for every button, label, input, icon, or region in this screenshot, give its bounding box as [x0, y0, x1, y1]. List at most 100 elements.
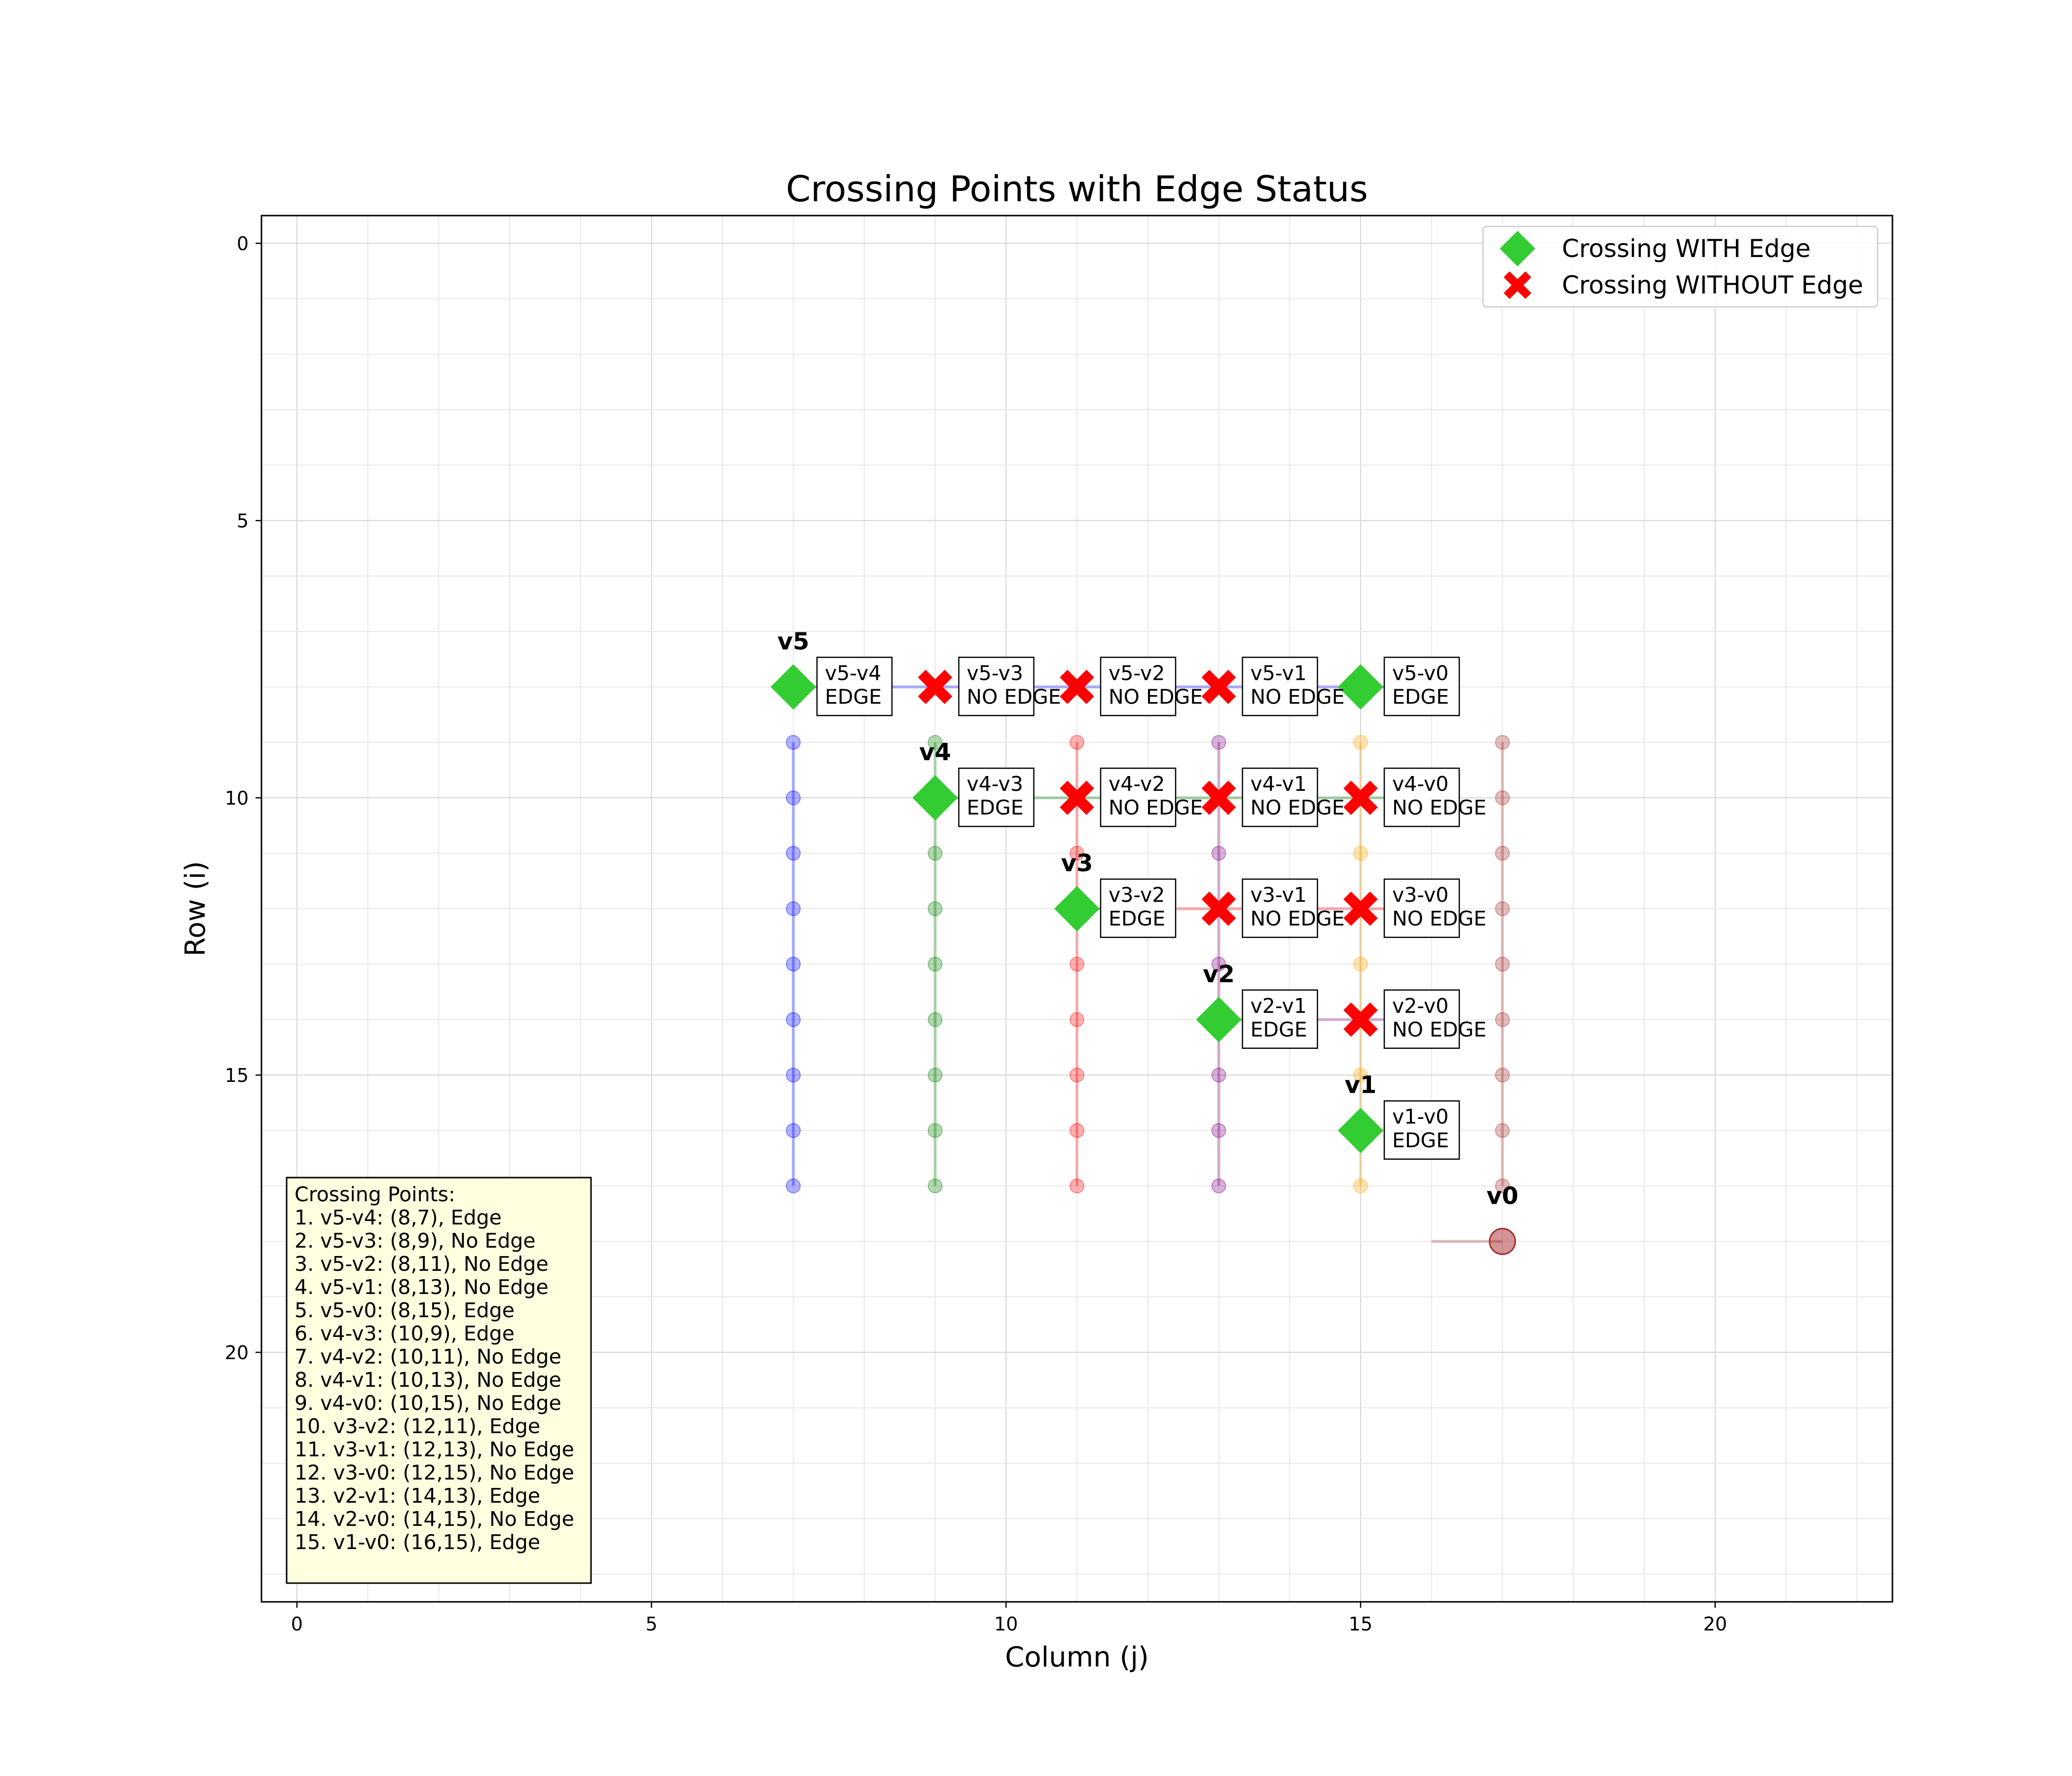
crossing-marker-edge [912, 775, 958, 821]
path-point-v2 [1211, 846, 1226, 861]
grid [261, 216, 1892, 1602]
crossing-annotation-pair: v2-v1 [1250, 994, 1306, 1018]
y-axis-label: Row (i) [180, 861, 212, 957]
crossing-marker-no-edge [1343, 780, 1378, 815]
path-point-v2 [1211, 1068, 1226, 1083]
legend-marker-no-edge [1503, 271, 1532, 299]
crossing-annotation-box [1383, 767, 1460, 827]
path-point-v4 [927, 1012, 943, 1027]
path-point-v5 [786, 735, 801, 750]
crossing-annotation-status: NO EDGE [1392, 796, 1486, 819]
info-box-line: 10. v3-v2: (12,11), Edge [295, 1414, 540, 1438]
crossing-annotation-status: NO EDGE [1109, 796, 1203, 819]
crossing-annotation-pair: v4-v2 [1109, 772, 1165, 796]
vertex-label-v1: v1 [1345, 1072, 1377, 1099]
path-point-v5 [786, 1123, 801, 1138]
info-box-line: 7. v4-v2: (10,11), No Edge [295, 1345, 561, 1369]
x-tick-label: 15 [1349, 1613, 1372, 1635]
crossing-marker-no-edge [1201, 780, 1236, 815]
crossing-annotation-pair: v3-v0 [1392, 883, 1448, 907]
crossing-annotation-pair: v4-v0 [1392, 772, 1448, 796]
path-point-v5 [786, 846, 801, 861]
info-box-line: 1. v5-v4: (8,7), Edge [295, 1206, 502, 1229]
path-point-v4 [927, 1068, 943, 1083]
path-point-v4 [927, 846, 943, 861]
crossing-marker-edge [1337, 664, 1383, 710]
crossing-annotation-status: NO EDGE [1250, 796, 1344, 819]
path-point-v0 [1495, 1068, 1510, 1083]
path-point-v4 [927, 901, 943, 916]
crossing-annotation-pair: v5-v2 [1109, 661, 1165, 685]
x-tick-label: 0 [291, 1613, 303, 1635]
crossing-marker-no-edge [918, 669, 953, 704]
path-point-v1 [1353, 1068, 1368, 1083]
crossing-annotation-status: EDGE [1392, 685, 1449, 708]
x-tick-label: 20 [1703, 1613, 1727, 1635]
path-point-v1 [1353, 1179, 1368, 1193]
plot-frame [260, 215, 1893, 1603]
y-tick-label: 10 [225, 787, 249, 809]
info-box-title: Crossing Points: [295, 1183, 455, 1206]
crossing-markers [771, 664, 1383, 1153]
info-box-line: 2. v5-v3: (8,9), No Edge [295, 1229, 536, 1253]
crossing-marker-no-edge [1060, 669, 1094, 704]
crossing-marker-edge [1196, 997, 1242, 1042]
info-box-line: 14. v2-v0: (14,15), No Edge [295, 1507, 574, 1531]
crossing-annotation-status: NO EDGE [1250, 685, 1344, 708]
crossing-marker-edge [1337, 1108, 1383, 1153]
crossing-annotation-status: EDGE [967, 796, 1024, 819]
crossing-marker-no-edge [1060, 780, 1094, 815]
path-point-v3 [1070, 1012, 1084, 1027]
path-point-v3 [1070, 957, 1084, 972]
crossing-annotation-pair: v5-v3 [967, 661, 1023, 685]
y-tick-label: 20 [225, 1342, 249, 1364]
y-tick-label: 0 [237, 233, 249, 255]
path-point-v3 [1070, 846, 1084, 861]
vertex-label-v4: v4 [919, 739, 951, 766]
path-point-v0 [1495, 1012, 1510, 1027]
path-point-v0 [1495, 846, 1510, 861]
legend-label: Crossing WITHOUT Edge [1562, 271, 1863, 299]
vertex-label-v0: v0 [1486, 1182, 1518, 1210]
crossing-annotation-pair: v1-v0 [1392, 1105, 1448, 1129]
y-tick-label: 5 [237, 510, 249, 532]
crossing-annotation-pair: v4-v1 [1250, 772, 1306, 796]
legend-label: Crossing WITH Edge [1562, 234, 1811, 263]
path-point-v4 [927, 735, 943, 750]
crossing-annotation-box [1100, 657, 1177, 716]
chart-title: Crossing Points with Edge Status [786, 168, 1368, 210]
crossing-annotation-status: NO EDGE [967, 685, 1061, 708]
x-tick-label: 5 [645, 1613, 657, 1635]
crossing-annotation-status: NO EDGE [1250, 907, 1344, 930]
crossing-annotation-status: NO EDGE [1392, 1018, 1486, 1041]
path-point-v2 [1211, 1123, 1226, 1138]
crossing-annotation-box [958, 767, 1035, 827]
crossing-annotation-box [1383, 989, 1460, 1049]
path-point-v0 [1495, 1123, 1510, 1138]
crossing-annotation-pair: v3-v1 [1250, 883, 1306, 907]
legend-marker-edge [1500, 231, 1535, 266]
y-tick-label: 15 [225, 1065, 249, 1086]
info-box-line: 4. v5-v1: (8,13), No Edge [295, 1275, 549, 1299]
path-point-v3 [1070, 1123, 1084, 1138]
vertex-label-v5: v5 [777, 628, 810, 655]
info-box-background [286, 1177, 592, 1584]
x-tick-label: 10 [994, 1613, 1018, 1635]
path-point-v3 [1070, 1068, 1084, 1083]
crossing-annotation-pair: v5-v1 [1250, 661, 1306, 685]
crossing-marker-edge [771, 664, 816, 710]
info-box-line: 3. v5-v2: (8,11), No Edge [295, 1252, 549, 1276]
crossing-annotation-pair: v3-v2 [1109, 883, 1165, 907]
path-point-v0 [1495, 735, 1510, 750]
path-point-v5 [786, 957, 801, 972]
path-point-v0 [1495, 901, 1510, 916]
info-box-line: 9. v4-v0: (10,15), No Edge [295, 1391, 561, 1415]
path-point-v2 [1211, 735, 1226, 750]
crossing-annotation-box [1383, 1100, 1460, 1160]
info-box-line: 11. v3-v1: (12,13), No Edge [295, 1438, 574, 1461]
crossing-annotation-box [816, 657, 893, 716]
path-point-v0 [1495, 957, 1510, 972]
axis-ticks: 0 5 10 15 20 0 5 10 15 20 [225, 233, 1727, 1635]
crossing-marker-edge [1054, 886, 1100, 931]
